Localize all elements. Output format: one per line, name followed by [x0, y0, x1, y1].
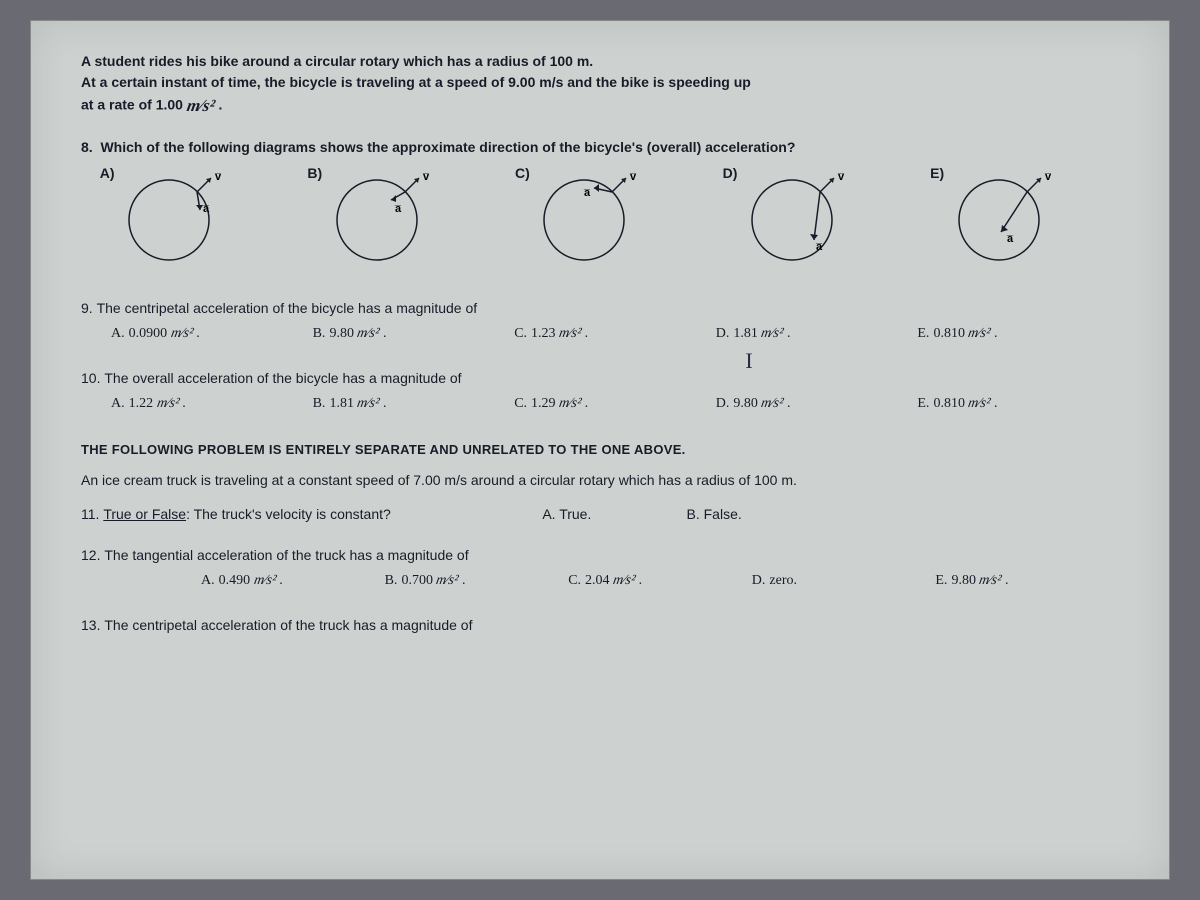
q12-choice-C: C.2.04 m⁄s² . — [568, 573, 752, 589]
svg-text:v̅: v̅ — [629, 171, 637, 183]
diagram-E: E) v̅ a̅ — [930, 165, 1100, 270]
diagram-B: B) v̅ a̅ — [307, 165, 477, 270]
q11-text: 11. True or False: The truck's velocity … — [81, 506, 542, 522]
svg-text:a̅: a̅ — [202, 203, 210, 215]
q12-text: 12. The tangential acceleration of the t… — [81, 547, 1119, 563]
diagram-D: D) v̅ a̅ — [723, 165, 893, 270]
intro-line1: A student rides his bike around a circul… — [81, 51, 1119, 72]
question-10: 10. The overall acceleration of the bicy… — [81, 370, 1119, 412]
q9-choices: A.0.0900 m⁄s² . B.9.80 m⁄s² . C.1.23 m⁄s… — [81, 326, 1119, 342]
q8-text: 8. Which of the following diagrams shows… — [81, 139, 1119, 155]
q10-choice-B: B.1.81 m⁄s² . — [313, 396, 515, 412]
section-separator: THE FOLLOWING PROBLEM IS ENTIRELY SEPARA… — [81, 442, 1119, 457]
q9-choice-C: C.1.23 m⁄s² . — [514, 326, 716, 342]
q10-choice-A: A.1.22 m⁄s² . — [111, 396, 313, 412]
handwritten-annotation: I — [745, 348, 752, 374]
circle-E-svg: v̅ a̅ — [949, 165, 1049, 265]
svg-text:a̅: a̅ — [394, 203, 402, 215]
problem-intro-2: An ice cream truck is traveling at a con… — [81, 472, 1119, 488]
q11-false: B. False. — [687, 506, 831, 522]
question-9: 9. The centripetal acceleration of the b… — [81, 300, 1119, 342]
problem-intro: A student rides his bike around a circul… — [81, 51, 1119, 119]
question-11: 11. True or False: The truck's velocity … — [81, 506, 1119, 522]
svg-text:v̅: v̅ — [837, 171, 845, 183]
diagram-A: A) v̅ a̅ — [100, 165, 270, 270]
q10-choices: A.1.22 m⁄s² . B.1.81 m⁄s² . C.1.29 m⁄s² … — [81, 396, 1119, 412]
circle-B-svg: v̅ a̅ — [327, 165, 427, 265]
q12-choice-A: A.0.490 m⁄s² . — [201, 573, 385, 589]
worksheet-page: A student rides his bike around a circul… — [30, 20, 1170, 880]
q10-choice-E: E.0.810 m⁄s² . — [917, 396, 1119, 412]
q9-choice-D: D.1.81 m⁄s² . — [716, 326, 918, 342]
circle-C-svg: v̅ a̅ — [534, 165, 634, 265]
q9-choice-A: A.0.0900 m⁄s² . — [111, 326, 313, 342]
question-12: 12. The tangential acceleration of the t… — [81, 547, 1119, 589]
q10-choice-C: C.1.29 m⁄s² . — [514, 396, 716, 412]
q12-choices: A.0.490 m⁄s² . B.0.700 m⁄s² . C.2.04 m⁄s… — [81, 573, 1119, 589]
q10-text: 10. The overall acceleration of the bicy… — [81, 370, 1119, 386]
q10-choice-D: D.9.80 m⁄s² . — [716, 396, 918, 412]
q9-choice-B: B.9.80 m⁄s² . — [313, 326, 515, 342]
q12-choice-E: E.9.80 m⁄s² . — [935, 573, 1119, 589]
circle-A-svg: v̅ a̅ — [119, 165, 219, 265]
svg-text:a̅: a̅ — [583, 187, 591, 199]
intro-line3: at a rate of 1.00 m⁄s² . — [81, 93, 1119, 119]
diagram-C: C) v̅ a̅ — [515, 165, 685, 270]
q9-choice-E: E.0.810 m⁄s² . — [917, 326, 1119, 342]
question-8: 8. Which of the following diagrams shows… — [81, 139, 1119, 270]
svg-text:a̅: a̅ — [815, 241, 823, 253]
svg-text:v̅: v̅ — [422, 171, 430, 183]
circle-D-svg: v̅ a̅ — [742, 165, 842, 265]
svg-text:v̅: v̅ — [214, 171, 222, 183]
q11-true: A. True. — [542, 506, 686, 522]
svg-text:v̅: v̅ — [1044, 171, 1052, 183]
q9-text: 9. The centripetal acceleration of the b… — [81, 300, 1119, 316]
intro-line2: At a certain instant of time, the bicycl… — [81, 72, 1119, 93]
q8-diagrams: A) v̅ a̅ B) — [81, 165, 1119, 270]
svg-text:a̅: a̅ — [1006, 233, 1014, 245]
question-13: 13. The centripetal acceleration of the … — [81, 617, 1119, 633]
q12-choice-B: B.0.700 m⁄s² . — [385, 573, 569, 589]
q12-choice-D: D.zero. — [752, 573, 936, 589]
